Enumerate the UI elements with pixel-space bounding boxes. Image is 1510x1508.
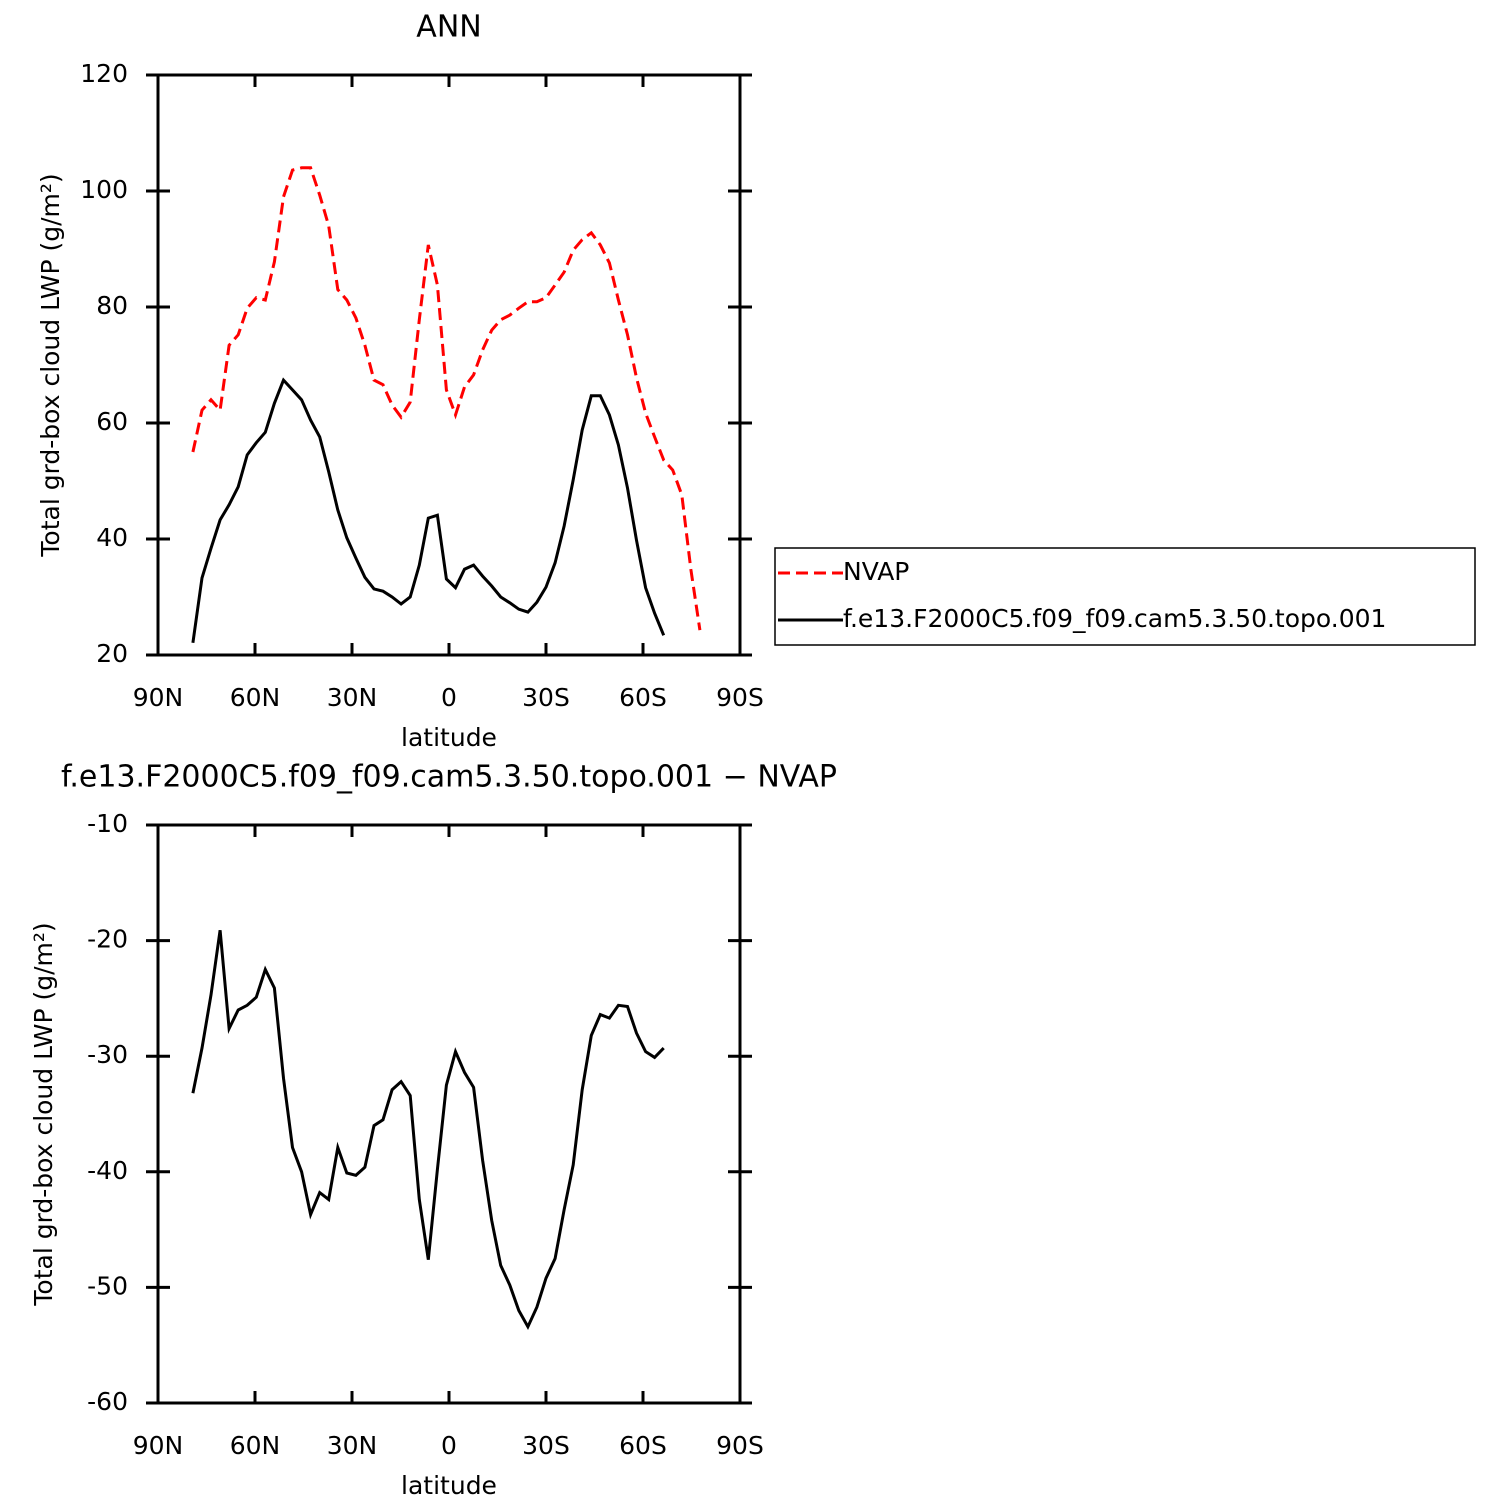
x-tick-label: 30N bbox=[327, 1431, 378, 1460]
legend-label: f.e13.F2000C5.f09_f09.cam5.3.50.topo.001 bbox=[843, 604, 1386, 633]
y-tick-label: 40 bbox=[96, 523, 128, 552]
chart-title: f.e13.F2000C5.f09_f09.cam5.3.50.topo.001… bbox=[61, 760, 837, 795]
x-tick-label: 30S bbox=[522, 683, 570, 712]
x-axis-label: latitude bbox=[401, 1471, 497, 1500]
y-tick-label: -20 bbox=[87, 925, 128, 954]
data-line bbox=[191, 929, 665, 1331]
y-axis-label: Total grd-box cloud LWP (g/m²) bbox=[36, 173, 65, 557]
x-tick-label: 0 bbox=[441, 683, 457, 712]
data-line bbox=[191, 377, 666, 644]
y-tick-label: -40 bbox=[87, 1156, 128, 1185]
plot-frame bbox=[156, 73, 742, 657]
x-tick-label: 90N bbox=[133, 683, 184, 712]
y-tick-label: 120 bbox=[80, 59, 128, 88]
y-tick-label: 60 bbox=[96, 407, 128, 436]
y-tick-label: 20 bbox=[96, 639, 128, 668]
x-tick-label: 30N bbox=[327, 683, 378, 712]
data-line bbox=[191, 166, 702, 631]
plot-frame bbox=[156, 823, 742, 1405]
x-tick-label: 30S bbox=[522, 1431, 570, 1460]
x-tick-label: 90S bbox=[716, 683, 764, 712]
y-tick-label: -30 bbox=[87, 1040, 128, 1069]
y-tick-label: 100 bbox=[80, 175, 128, 204]
chart-title: ANN bbox=[416, 10, 481, 45]
x-tick-label: 90N bbox=[133, 1431, 184, 1460]
y-axis-label: Total grd-box cloud LWP (g/m²) bbox=[29, 922, 58, 1306]
legend-label: NVAP bbox=[843, 557, 909, 586]
legend-box bbox=[774, 547, 1476, 646]
x-axis-label: latitude bbox=[401, 723, 497, 752]
x-tick-label: 60N bbox=[230, 1431, 281, 1460]
y-tick-label: 80 bbox=[96, 291, 128, 320]
x-tick-label: 60S bbox=[619, 1431, 667, 1460]
y-tick-label: -50 bbox=[87, 1271, 128, 1300]
x-tick-label: 60N bbox=[230, 683, 281, 712]
y-tick-label: -10 bbox=[87, 809, 128, 838]
x-tick-label: 90S bbox=[716, 1431, 764, 1460]
x-tick-label: 0 bbox=[441, 1431, 457, 1460]
x-tick-label: 60S bbox=[619, 683, 667, 712]
y-tick-label: -60 bbox=[87, 1387, 128, 1416]
